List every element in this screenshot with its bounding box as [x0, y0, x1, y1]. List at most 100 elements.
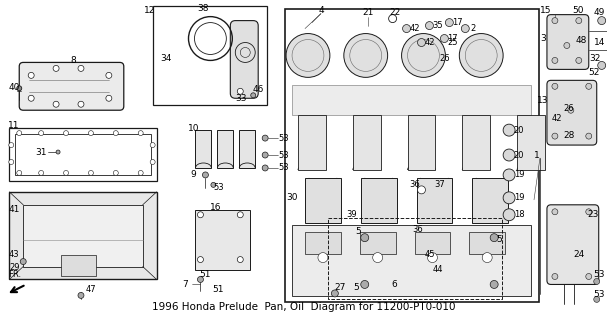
Bar	[292, 85, 531, 115]
Circle shape	[576, 58, 582, 63]
Text: 53: 53	[279, 133, 289, 143]
Bar	[9, 128, 157, 181]
Circle shape	[576, 18, 582, 24]
FancyBboxPatch shape	[547, 15, 589, 69]
Bar	[305, 178, 341, 223]
Circle shape	[286, 34, 330, 77]
Circle shape	[17, 131, 22, 136]
Text: 5: 5	[353, 283, 359, 292]
Circle shape	[552, 58, 558, 63]
Circle shape	[202, 172, 209, 178]
Text: 20: 20	[514, 150, 524, 160]
Circle shape	[552, 133, 558, 139]
Text: 53: 53	[279, 150, 289, 160]
Text: 17: 17	[447, 34, 458, 43]
Text: 52: 52	[588, 68, 599, 77]
Circle shape	[56, 150, 60, 154]
FancyBboxPatch shape	[19, 62, 124, 110]
Text: 18: 18	[514, 210, 524, 219]
Circle shape	[402, 25, 410, 33]
Text: 47: 47	[86, 285, 96, 294]
Text: 26: 26	[439, 54, 450, 63]
Text: 42: 42	[424, 38, 435, 47]
Circle shape	[503, 149, 515, 161]
Circle shape	[594, 278, 599, 284]
Text: 14: 14	[594, 38, 606, 47]
Circle shape	[361, 234, 368, 242]
Circle shape	[78, 65, 84, 71]
Circle shape	[490, 234, 498, 242]
Text: 19: 19	[514, 193, 524, 202]
Circle shape	[64, 171, 69, 175]
Circle shape	[211, 182, 216, 188]
Text: 9: 9	[190, 171, 196, 180]
Circle shape	[138, 171, 143, 175]
Text: 33: 33	[235, 94, 247, 103]
Bar	[61, 255, 96, 276]
Circle shape	[503, 192, 515, 204]
Circle shape	[490, 280, 498, 288]
Circle shape	[138, 131, 143, 136]
Circle shape	[150, 143, 155, 148]
Text: 25: 25	[447, 38, 458, 47]
Circle shape	[459, 34, 503, 77]
Circle shape	[20, 259, 26, 265]
Circle shape	[9, 143, 14, 148]
Text: 23: 23	[587, 210, 598, 219]
Text: FR.: FR.	[8, 270, 21, 279]
Text: 50: 50	[572, 6, 584, 15]
Circle shape	[344, 34, 388, 77]
Text: 12: 12	[144, 6, 156, 15]
Text: 2: 2	[471, 24, 476, 33]
FancyBboxPatch shape	[547, 205, 599, 284]
Circle shape	[373, 252, 382, 262]
Text: 5: 5	[496, 235, 502, 244]
Circle shape	[39, 131, 44, 136]
Circle shape	[331, 290, 338, 297]
Circle shape	[28, 95, 34, 101]
Bar	[407, 115, 435, 170]
Circle shape	[598, 61, 606, 69]
Circle shape	[426, 22, 434, 29]
Circle shape	[78, 101, 84, 107]
FancyBboxPatch shape	[230, 20, 258, 98]
Text: 37: 37	[434, 180, 445, 189]
Text: 7: 7	[182, 280, 188, 289]
Circle shape	[586, 83, 592, 89]
Bar	[472, 178, 508, 223]
Circle shape	[113, 131, 119, 136]
Circle shape	[552, 209, 558, 215]
Text: 17: 17	[452, 18, 463, 27]
Text: 53: 53	[593, 270, 604, 279]
Text: 11: 11	[7, 121, 19, 130]
Circle shape	[237, 212, 243, 218]
Text: 31: 31	[35, 148, 47, 156]
Circle shape	[503, 209, 515, 221]
Text: 13: 13	[537, 96, 548, 105]
Circle shape	[53, 65, 59, 71]
Circle shape	[361, 280, 368, 288]
Bar	[328, 218, 502, 300]
Circle shape	[568, 107, 574, 113]
Bar	[416, 178, 452, 223]
Circle shape	[78, 292, 84, 298]
Circle shape	[88, 131, 94, 136]
Text: 10: 10	[188, 124, 199, 132]
Circle shape	[106, 95, 112, 101]
Text: 21: 21	[362, 8, 373, 17]
Bar	[462, 115, 490, 170]
Text: 3: 3	[540, 34, 546, 43]
Bar	[517, 115, 545, 170]
Text: 36: 36	[409, 180, 420, 189]
Circle shape	[418, 186, 426, 194]
Text: 8: 8	[70, 56, 76, 65]
Text: 53: 53	[593, 290, 604, 299]
Text: 1996 Honda Prelude  Pan, Oil  Diagram for 11200-PT0-010: 1996 Honda Prelude Pan, Oil Diagram for …	[152, 302, 456, 312]
Bar	[153, 6, 267, 105]
Bar	[196, 130, 212, 168]
Text: 42: 42	[551, 114, 562, 123]
Circle shape	[9, 159, 14, 164]
Circle shape	[237, 88, 243, 94]
Text: 27: 27	[334, 283, 345, 292]
Circle shape	[503, 124, 515, 136]
